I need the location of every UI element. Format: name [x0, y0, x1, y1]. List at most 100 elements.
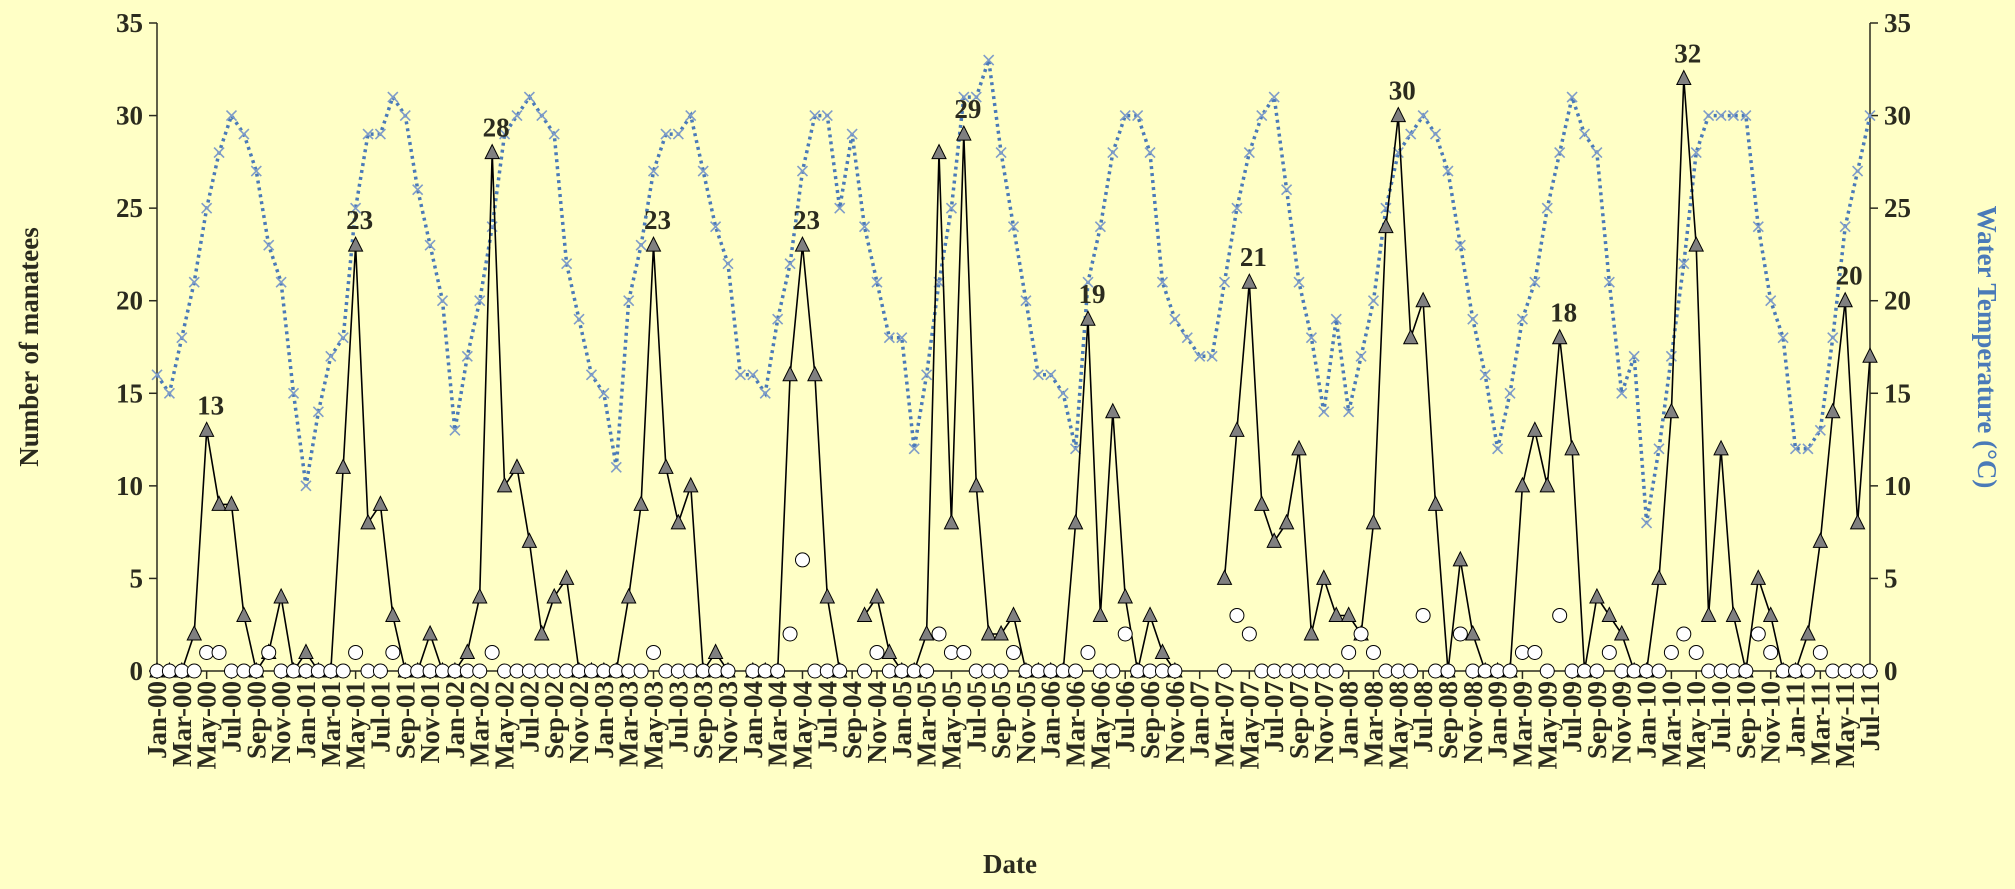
- circle-marker: [1105, 663, 1121, 679]
- x-marker: [449, 424, 461, 436]
- x-tick-label: May-01: [341, 681, 371, 769]
- x-marker: [573, 313, 585, 325]
- y2-tick-label: 20: [1884, 286, 1911, 316]
- circle-marker: [1452, 626, 1468, 642]
- circle-marker: [1837, 663, 1853, 679]
- triangle-marker: [1080, 310, 1096, 326]
- triangle-marker: [707, 643, 724, 659]
- x-marker: [983, 54, 995, 66]
- x-tick-label: Mar-09: [1507, 681, 1537, 767]
- circle-marker: [857, 663, 873, 679]
- y2-tick-label: 30: [1884, 101, 1911, 131]
- circle-marker: [621, 663, 637, 679]
- peak-label: 23: [346, 205, 373, 235]
- x-tick-label: Mar-07: [1210, 681, 1240, 767]
- triangle-marker: [1589, 587, 1605, 604]
- x-marker: [275, 276, 287, 288]
- triangle-marker: [1291, 439, 1307, 456]
- x-tick-label: Sep-06: [1135, 681, 1165, 759]
- circle-marker: [1514, 644, 1530, 660]
- x-tick-label: Nov-04: [862, 681, 892, 764]
- x-marker: [722, 258, 734, 270]
- x-tick-label: Jan-02: [440, 681, 470, 759]
- triangle-marker: [1005, 606, 1022, 622]
- triangle-marker: [1452, 550, 1469, 567]
- triangle-marker: [658, 458, 674, 474]
- x-tick-label: Mar-01: [316, 681, 346, 767]
- triangle-marker: [1812, 532, 1829, 548]
- x-marker: [1802, 443, 1814, 455]
- triangle-marker: [881, 643, 898, 659]
- triangle-marker: [968, 476, 985, 493]
- circle-marker: [646, 644, 662, 660]
- x-marker: [1864, 110, 1876, 122]
- circle-marker: [534, 663, 550, 679]
- x-marker: [1082, 276, 1094, 288]
- x-marker: [821, 110, 833, 122]
- x-marker: [1330, 313, 1342, 325]
- triangle-marker: [620, 587, 637, 604]
- triangle-marker: [856, 606, 873, 622]
- circle-marker: [484, 644, 500, 660]
- x-marker: [734, 369, 746, 381]
- circle-marker: [1676, 626, 1692, 642]
- circle-marker: [161, 663, 177, 679]
- circle-marker: [819, 663, 835, 679]
- circle-marker: [695, 663, 711, 679]
- triangle-marker: [558, 569, 575, 585]
- x-tick-label: Nov-07: [1309, 681, 1339, 764]
- x-marker: [759, 387, 771, 399]
- x-marker: [772, 313, 784, 325]
- circle-marker: [720, 663, 736, 679]
- x-marker: [1144, 147, 1156, 159]
- circle-marker: [1850, 663, 1866, 679]
- circle-marker: [1167, 663, 1183, 679]
- circle-marker: [248, 663, 264, 679]
- x-marker: [1094, 221, 1106, 233]
- triangle-marker: [931, 143, 947, 160]
- triangle-marker: [1253, 495, 1270, 511]
- y-tick-label: 0: [130, 656, 144, 686]
- circle-marker: [559, 663, 575, 679]
- circle-marker: [435, 663, 450, 679]
- circle-marker: [1651, 663, 1667, 679]
- circle-marker: [1738, 663, 1754, 679]
- triangle-marker: [484, 143, 500, 160]
- x-marker: [1206, 350, 1218, 362]
- triangle-marker: [1837, 291, 1853, 308]
- circle-marker: [794, 552, 810, 568]
- x-marker: [958, 91, 970, 103]
- y2-tick-label: 25: [1884, 193, 1911, 223]
- x-marker: [1417, 110, 1429, 122]
- triangle-marker: [918, 624, 935, 641]
- triangle-marker: [1551, 328, 1568, 345]
- x-marker: [1839, 221, 1851, 233]
- x-marker: [1467, 313, 1479, 325]
- circle-marker: [199, 644, 215, 660]
- peak-label: 28: [483, 113, 510, 143]
- x-marker: [635, 239, 647, 251]
- circle-marker: [1341, 644, 1357, 660]
- triangle-marker: [496, 476, 513, 493]
- circle-marker: [1415, 607, 1431, 623]
- circle-marker: [497, 663, 513, 679]
- circle-marker: [993, 663, 1009, 679]
- x-marker: [1367, 295, 1380, 307]
- circle-marker: [583, 663, 599, 679]
- circle-marker: [1825, 663, 1841, 679]
- triangle-marker: [1564, 439, 1580, 456]
- x-tick-label: Jul-02: [514, 681, 544, 753]
- x-marker: [337, 332, 349, 344]
- triangle-marker: [1229, 421, 1245, 437]
- x-tick-label: Sep-03: [688, 681, 718, 759]
- circle-marker: [1303, 663, 1319, 679]
- x-marker: [1541, 202, 1553, 214]
- triangle-marker: [1713, 439, 1729, 456]
- x-marker: [498, 128, 511, 140]
- circle-marker: [1266, 663, 1282, 679]
- x-marker: [1281, 184, 1293, 196]
- x-marker: [1578, 128, 1591, 140]
- circle-marker: [1564, 663, 1580, 679]
- circle-marker: [1328, 663, 1344, 679]
- circle-marker: [1862, 663, 1878, 679]
